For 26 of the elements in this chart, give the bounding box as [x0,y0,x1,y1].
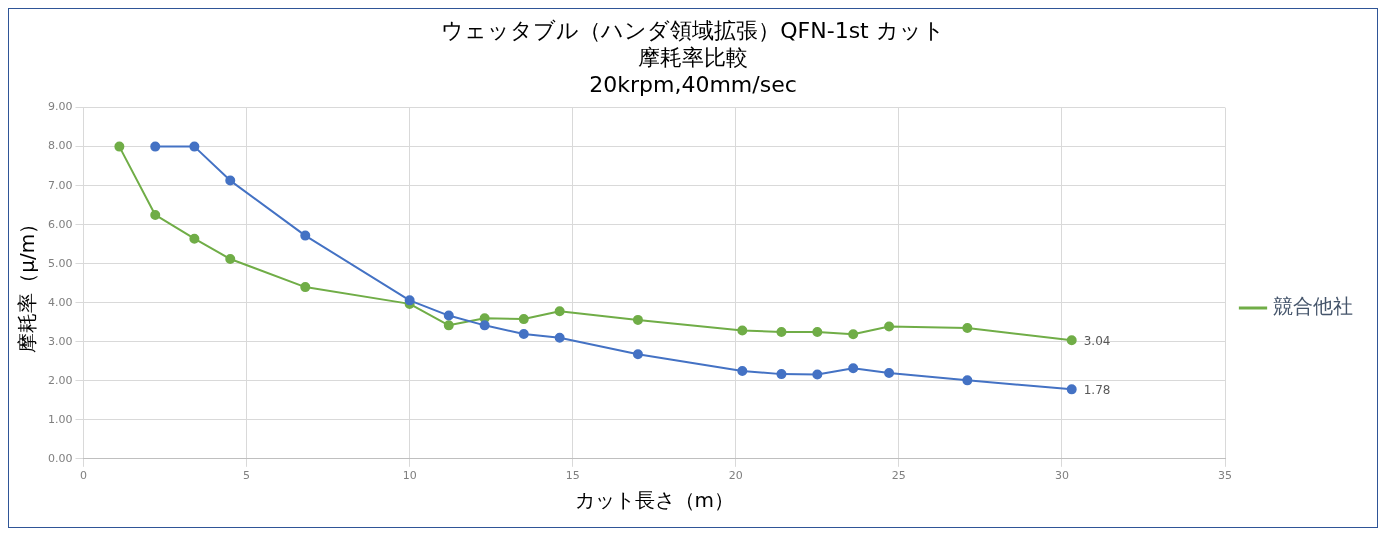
x-tick-label: 35 [1218,469,1232,483]
y-tick-label: 7.00 [47,178,73,192]
data-label: 3.04 [1083,334,1111,349]
y-tick-label: 3.00 [47,334,73,348]
x-tick-label: 30 [1054,469,1069,483]
x-tick-label: 10 [402,469,417,483]
x-tick-label: 5 [243,469,251,483]
y-tick-label: 1.00 [47,412,73,426]
x-tick-label: 15 [565,469,580,483]
y-tick-label: 6.00 [47,217,73,231]
y-tick-label: 8.00 [47,139,73,153]
chart-subtitle: 摩耗率比較 [637,44,749,71]
y-tick-label: 5.00 [47,256,73,270]
y-tick-label: 4.00 [47,295,73,309]
x-tick-label: 20 [728,469,743,483]
x-tick-label: 0 [79,469,87,483]
data-label: 1.78 [1083,383,1111,398]
chart-title: ウェッタブル（ハンダ領域拡張）QFN-1st カット [440,17,946,44]
y-tick-label: 9.00 [47,100,73,114]
y-tick-label: 0.00 [47,451,73,465]
y-tick-label: 2.00 [47,373,73,387]
legend-label: 競合他社 [1273,294,1353,319]
x-axis-title: カット長さ（m） [574,488,734,513]
y-axis-title: 摩耗率（μ/m） [15,213,40,353]
x-tick-label: 25 [891,469,906,483]
text: 20krpm,40mm/sec [588,71,798,98]
